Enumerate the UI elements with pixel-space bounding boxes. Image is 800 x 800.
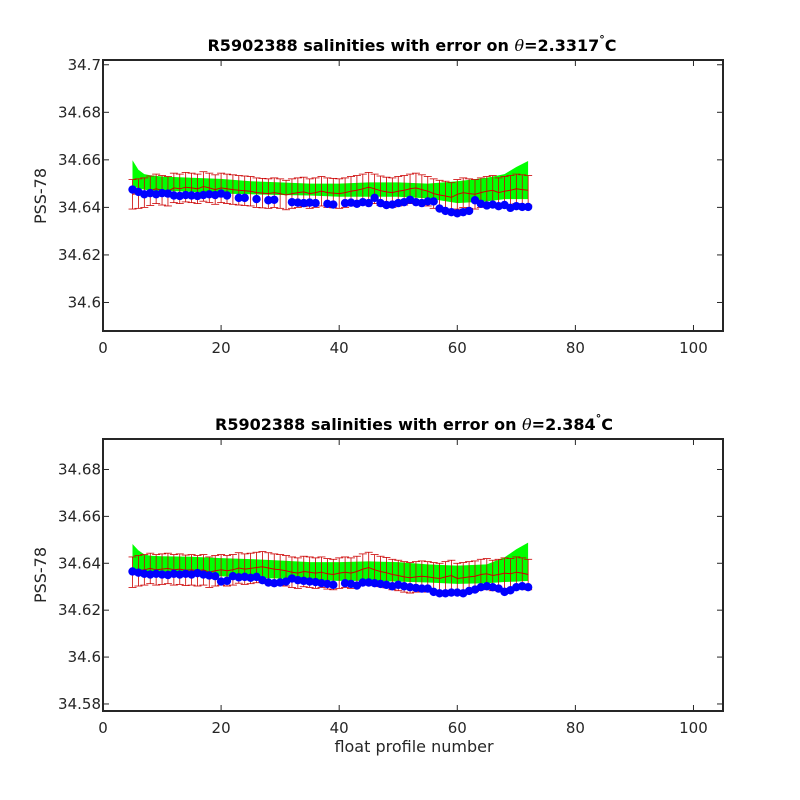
top-x-tick-label: 60 <box>448 339 467 357</box>
top-title-prefix: R5902388 salinities with error on <box>207 36 514 55</box>
bottom-float-salinity-point <box>447 588 456 597</box>
bottom-title-value: =2.384 <box>532 415 596 434</box>
bottom-float-salinity-point <box>210 571 220 581</box>
bottom-y-tick-label: 34.68 <box>58 460 101 478</box>
bottom-float-salinity-point <box>358 578 368 587</box>
top-title-degree-symbol: ° <box>599 33 605 46</box>
top-title-value: =2.3317 <box>524 36 599 55</box>
bottom-y-tick-label: 34.6 <box>68 648 101 666</box>
bottom-axes-box <box>102 438 724 712</box>
bottom-y-tick-label: 34.64 <box>58 554 101 572</box>
top-y-tick-label: 34.7 <box>68 56 101 74</box>
top-y-tick-label: 34.66 <box>58 151 101 169</box>
top-float-salinity-point <box>329 200 338 209</box>
top-float-salinity-point <box>240 193 249 203</box>
top-title-unit: C <box>605 36 617 55</box>
bottom-title-degree-symbol: ° <box>596 412 602 425</box>
top-float-salinity-point <box>429 197 438 206</box>
bottom-float-salinity-point <box>435 589 444 598</box>
top-x-tick-label: 20 <box>212 339 231 357</box>
top-float-salinity-point <box>311 198 320 208</box>
bottom-float-salinity-point <box>417 584 427 593</box>
top-y-axis-label: PSS-78 <box>31 168 50 224</box>
top-panel: R5902388 salinities with error on θ=2.33… <box>31 33 724 357</box>
top-y-tick-label: 34.6 <box>68 293 101 311</box>
bottom-x-tick-label: 40 <box>330 719 349 737</box>
top-x-tick-label: 40 <box>330 339 349 357</box>
bottom-float-salinity-point <box>523 582 533 592</box>
bottom-y-tick-label: 34.58 <box>58 695 101 713</box>
top-error-envelope-area <box>132 160 529 204</box>
bottom-x-tick-label: 100 <box>679 719 708 737</box>
top-y-tick-label: 34.62 <box>58 246 101 264</box>
top-float-salinity-point <box>464 206 474 216</box>
top-float-salinity-point <box>523 202 533 212</box>
bottom-y-axis-label: PSS-78 <box>31 547 50 603</box>
top-float-salinity-point <box>270 195 279 204</box>
top-y-tick-label: 34.64 <box>58 198 101 216</box>
bottom-x-tick-label: 80 <box>566 719 585 737</box>
top-float-salinity-point <box>364 198 373 208</box>
top-float-salinity-point <box>423 197 432 206</box>
bottom-x-tick-label: 60 <box>448 719 467 737</box>
bottom-x-axis-label: float profile number <box>334 737 494 756</box>
bottom-plot-area: 0 20 40 60 80 100 34.58 34.6 34.62 34.64 34.66 34.6… <box>58 438 724 737</box>
bottom-title-unit: C <box>601 415 613 434</box>
top-float-salinity-point <box>222 191 232 200</box>
top-mapped-salinity-line <box>132 185 529 198</box>
top-title-theta-symbol: θ <box>514 36 524 55</box>
bottom-x-tick-label: 20 <box>212 719 231 737</box>
bottom-y-tick-label: 34.66 <box>58 507 101 525</box>
top-chart-title: R5902388 salinities with error on θ=2.33… <box>207 33 616 55</box>
top-x-tick-label: 100 <box>679 339 708 357</box>
bottom-panel: R5902388 salinities with error on θ=2.38… <box>31 412 724 756</box>
bottom-float-salinity-point <box>222 576 232 586</box>
top-y-tick-label: 34.68 <box>58 103 101 121</box>
top-axes-box <box>102 59 724 332</box>
bottom-float-salinity-point <box>329 580 338 590</box>
top-x-tick-label: 0 <box>98 339 108 357</box>
bottom-title-prefix: R5902388 salinities with error on <box>215 415 522 434</box>
top-x-tick-label: 80 <box>566 339 585 357</box>
bottom-y-tick-label: 34.62 <box>58 601 101 619</box>
bottom-x-tick-label: 0 <box>98 719 108 737</box>
top-float-salinity-point <box>234 193 244 203</box>
bottom-title-theta-symbol: θ <box>522 415 532 434</box>
top-plot-area: 0 20 40 60 80 100 34.6 34.62 34.64 34.66 34.68 34.7 <box>58 56 724 357</box>
bottom-chart-title: R5902388 salinities with error on θ=2.38… <box>215 412 613 434</box>
top-float-salinity-point <box>370 193 379 203</box>
top-float-salinity-point <box>518 202 527 212</box>
top-float-salinity-point <box>252 194 261 204</box>
